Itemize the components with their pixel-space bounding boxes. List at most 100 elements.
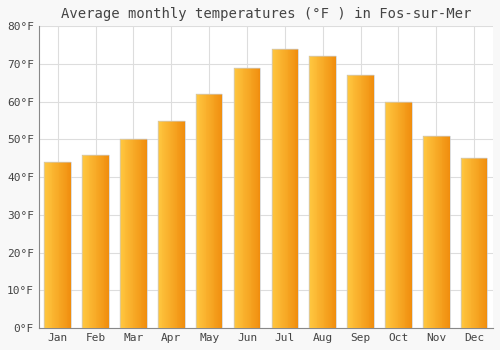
Bar bbox=[256, 68, 258, 328]
Bar bbox=[60, 162, 62, 328]
Bar bbox=[400, 102, 401, 328]
Title: Average monthly temperatures (°F ) in Fos-sur-Mer: Average monthly temperatures (°F ) in Fo… bbox=[60, 7, 471, 21]
Bar bbox=[209, 94, 210, 328]
Bar bbox=[164, 121, 165, 328]
Bar bbox=[410, 102, 411, 328]
Bar bbox=[352, 75, 354, 328]
Bar bbox=[144, 140, 145, 328]
Bar bbox=[104, 155, 106, 328]
Bar bbox=[236, 68, 238, 328]
Bar bbox=[46, 162, 47, 328]
Bar bbox=[385, 102, 411, 328]
Bar bbox=[44, 162, 71, 328]
Bar bbox=[392, 102, 393, 328]
Bar bbox=[135, 140, 136, 328]
Bar bbox=[288, 49, 290, 328]
Bar bbox=[96, 155, 98, 328]
Bar bbox=[348, 75, 374, 328]
Bar bbox=[255, 68, 256, 328]
Bar bbox=[86, 155, 87, 328]
Bar bbox=[145, 140, 146, 328]
Bar bbox=[63, 162, 64, 328]
Bar bbox=[313, 56, 314, 328]
Bar bbox=[166, 121, 167, 328]
Bar bbox=[386, 102, 387, 328]
Bar bbox=[196, 94, 222, 328]
Bar bbox=[398, 102, 400, 328]
Bar bbox=[429, 136, 430, 328]
Bar bbox=[170, 121, 172, 328]
Bar bbox=[158, 121, 159, 328]
Bar bbox=[476, 158, 477, 328]
Bar bbox=[362, 75, 363, 328]
Bar bbox=[274, 49, 275, 328]
Bar bbox=[283, 49, 284, 328]
Bar bbox=[434, 136, 436, 328]
Bar bbox=[219, 94, 220, 328]
Bar bbox=[445, 136, 446, 328]
Bar bbox=[234, 68, 236, 328]
Bar bbox=[129, 140, 130, 328]
Bar bbox=[239, 68, 240, 328]
Bar bbox=[447, 136, 448, 328]
Bar bbox=[335, 56, 336, 328]
Bar bbox=[131, 140, 132, 328]
Bar bbox=[285, 49, 286, 328]
Bar bbox=[461, 158, 462, 328]
Bar bbox=[334, 56, 335, 328]
Bar bbox=[282, 49, 283, 328]
Bar bbox=[203, 94, 204, 328]
Bar bbox=[385, 102, 411, 328]
Bar bbox=[329, 56, 330, 328]
Bar bbox=[403, 102, 404, 328]
Bar bbox=[291, 49, 292, 328]
Bar bbox=[50, 162, 51, 328]
Bar bbox=[332, 56, 334, 328]
Bar bbox=[64, 162, 65, 328]
Bar bbox=[92, 155, 93, 328]
Bar bbox=[247, 68, 248, 328]
Bar bbox=[250, 68, 252, 328]
Bar bbox=[254, 68, 255, 328]
Bar bbox=[158, 121, 184, 328]
Bar bbox=[48, 162, 49, 328]
Bar bbox=[134, 140, 135, 328]
Bar bbox=[94, 155, 96, 328]
Bar bbox=[370, 75, 371, 328]
Bar bbox=[436, 136, 437, 328]
Bar bbox=[439, 136, 440, 328]
Bar bbox=[202, 94, 203, 328]
Bar bbox=[430, 136, 431, 328]
Bar bbox=[179, 121, 180, 328]
Bar bbox=[327, 56, 328, 328]
Bar bbox=[297, 49, 298, 328]
Bar bbox=[396, 102, 398, 328]
Bar bbox=[467, 158, 468, 328]
Bar bbox=[385, 102, 386, 328]
Bar bbox=[366, 75, 368, 328]
Bar bbox=[314, 56, 315, 328]
Bar bbox=[358, 75, 359, 328]
Bar bbox=[165, 121, 166, 328]
Bar bbox=[174, 121, 175, 328]
Bar bbox=[214, 94, 216, 328]
Bar bbox=[62, 162, 63, 328]
Bar bbox=[354, 75, 356, 328]
Bar bbox=[124, 140, 126, 328]
Bar bbox=[176, 121, 178, 328]
Bar bbox=[132, 140, 134, 328]
Bar bbox=[253, 68, 254, 328]
Bar bbox=[245, 68, 246, 328]
Bar bbox=[371, 75, 372, 328]
Bar bbox=[66, 162, 68, 328]
Bar bbox=[197, 94, 198, 328]
Bar bbox=[167, 121, 168, 328]
Bar bbox=[310, 56, 311, 328]
Bar bbox=[482, 158, 483, 328]
Bar bbox=[137, 140, 138, 328]
Bar bbox=[52, 162, 54, 328]
Bar bbox=[84, 155, 85, 328]
Bar bbox=[423, 136, 424, 328]
Bar bbox=[242, 68, 244, 328]
Bar bbox=[246, 68, 247, 328]
